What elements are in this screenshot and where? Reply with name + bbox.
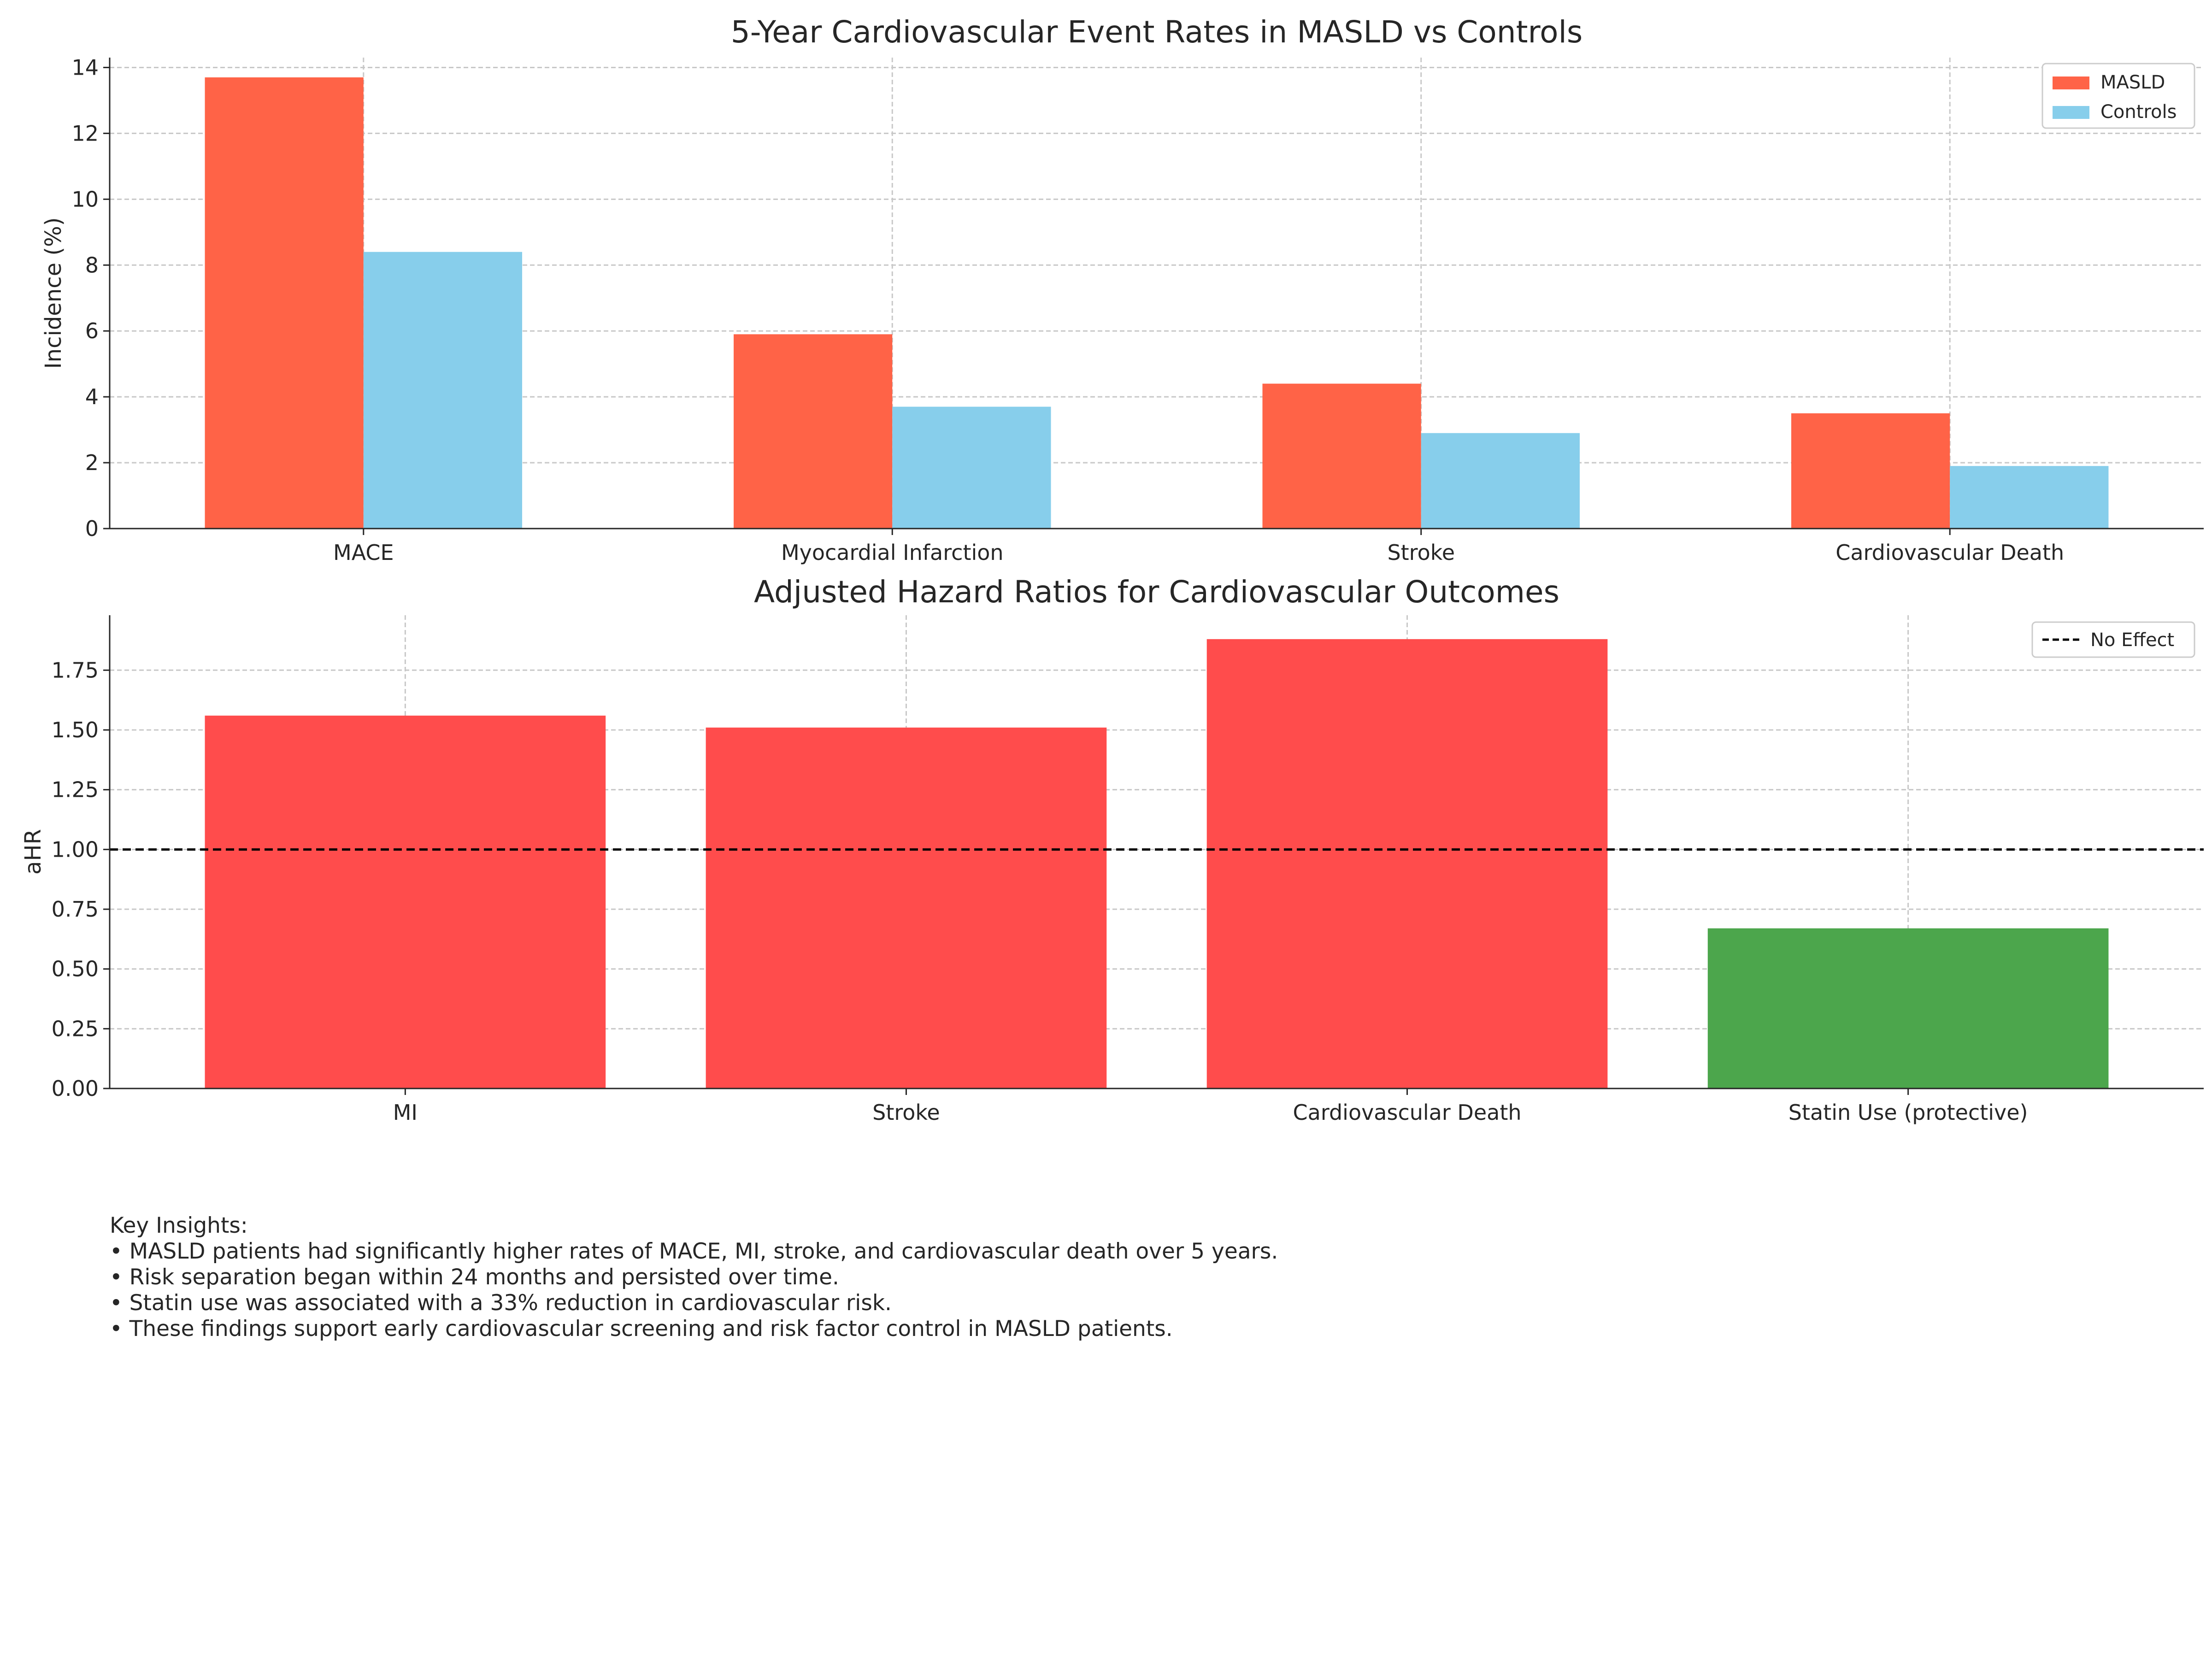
x-tick-label: MACE	[333, 540, 394, 565]
chart-title: 5-Year Cardiovascular Event Rates in MAS…	[731, 14, 1583, 50]
bar-1	[706, 727, 1107, 1088]
legend-box	[2031, 621, 2195, 658]
y-tick-label: 0	[85, 516, 99, 541]
insight-item-3: • Statin use was associated with a 33% r…	[110, 1290, 892, 1316]
legend-label: Controls	[2100, 101, 2177, 123]
bar-0	[205, 715, 606, 1088]
y-tick-label: 0.00	[52, 1076, 99, 1101]
bar-masld-1	[734, 334, 893, 529]
x-tick-label: MI	[393, 1100, 418, 1125]
bar-controls-0	[363, 252, 523, 529]
y-tick-label: 1.50	[52, 718, 99, 742]
x-tick-label: Myocardial Infarction	[781, 540, 1004, 565]
key-insights: Key Insights: • MASLD patients had signi…	[110, 1213, 2137, 1342]
legend-swatch-controls	[2053, 106, 2089, 119]
y-tick-label: 1.25	[52, 777, 99, 802]
y-tick-label: 10	[71, 187, 99, 212]
y-tick-label: 14	[71, 55, 99, 80]
y-tick-label: 0.25	[52, 1016, 99, 1041]
bar-controls-2	[1421, 433, 1580, 529]
y-axis-label: aHR	[20, 829, 46, 875]
x-tick-label: Stroke	[1387, 540, 1455, 565]
y-tick-label: 12	[71, 121, 99, 146]
y-tick-label: 6	[85, 318, 99, 343]
x-tick-label: Stroke	[872, 1100, 940, 1125]
legend-label: No Effect	[2090, 629, 2174, 651]
y-tick-label: 0.75	[52, 897, 99, 922]
y-tick-label: 8	[85, 253, 99, 277]
legend-swatch-masld	[2053, 76, 2089, 89]
bar-2	[1206, 639, 1608, 1088]
insights-heading: Key Insights:	[110, 1213, 248, 1238]
insight-item-2: • Risk separation began within 24 months…	[110, 1265, 839, 1290]
x-tick-label: Cardiovascular Death	[1835, 540, 2064, 565]
y-tick-label: 1.00	[52, 837, 99, 862]
y-axis-label: Incidence (%)	[41, 218, 66, 369]
legend-label: MASLD	[2100, 72, 2165, 93]
y-tick-label: 0.50	[52, 957, 99, 982]
y-tick-label: 2	[85, 450, 99, 475]
bar-3	[1707, 928, 2109, 1088]
y-tick-label: 1.75	[52, 658, 99, 682]
y-tick-label: 4	[85, 384, 99, 409]
insight-item-1: • MASLD patients had significantly highe…	[110, 1239, 1278, 1264]
x-tick-label: Cardiovascular Death	[1293, 1100, 1522, 1125]
bar-masld-3	[1791, 413, 1950, 529]
bar-controls-1	[892, 406, 1051, 529]
bar-controls-3	[1950, 466, 2109, 529]
x-tick-label: Statin Use (protective)	[1788, 1100, 2028, 1125]
insight-item-4: • These findings support early cardiovas…	[110, 1316, 1173, 1341]
bar-masld-2	[1262, 383, 1421, 529]
chart-title: Adjusted Hazard Ratios for Cardiovascula…	[754, 574, 1559, 610]
bar-masld-0	[205, 77, 364, 529]
